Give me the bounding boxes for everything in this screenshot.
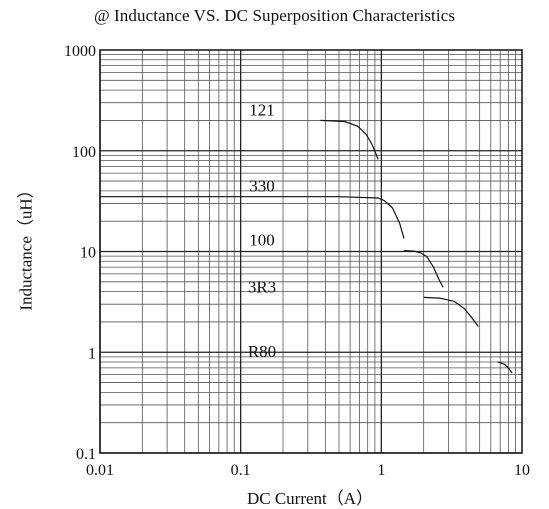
major-grid	[99, 49, 523, 454]
chart-title: @ Inductance VS. DC Superposition Charac…	[93, 6, 456, 25]
series-line-100	[403, 250, 444, 288]
x-tick-label: 10	[514, 462, 530, 479]
x-axis-label: DC Current（A）	[246, 489, 374, 508]
series-curves	[100, 119, 513, 374]
series-label-121: 121	[249, 100, 275, 119]
y-tick-label: 1000	[64, 43, 96, 60]
y-tick-label: 1	[88, 345, 96, 362]
y-tick-label: 100	[72, 144, 96, 161]
series-line-r80	[497, 361, 513, 374]
series-line-3r3	[423, 296, 479, 327]
x-tick-label: 0.1	[231, 462, 251, 479]
x-tick-label: 1	[377, 462, 385, 479]
series-line-121	[320, 119, 379, 160]
series-label-100: 100	[249, 231, 275, 250]
series-labels: 121 330 100 3R3 R80	[248, 100, 276, 361]
series-label-330: 330	[249, 177, 275, 196]
series-label-3r3: 3R3	[248, 277, 276, 296]
plot-frame	[99, 49, 523, 454]
y-axis-label: Inductance（uH）	[16, 181, 36, 311]
series-label-r80: R80	[248, 342, 276, 361]
y-tick-label: 0.1	[76, 446, 96, 463]
series-line-330	[100, 196, 405, 239]
x-tick-label: 0.01	[86, 462, 114, 479]
y-tick-label: 10	[80, 245, 96, 262]
